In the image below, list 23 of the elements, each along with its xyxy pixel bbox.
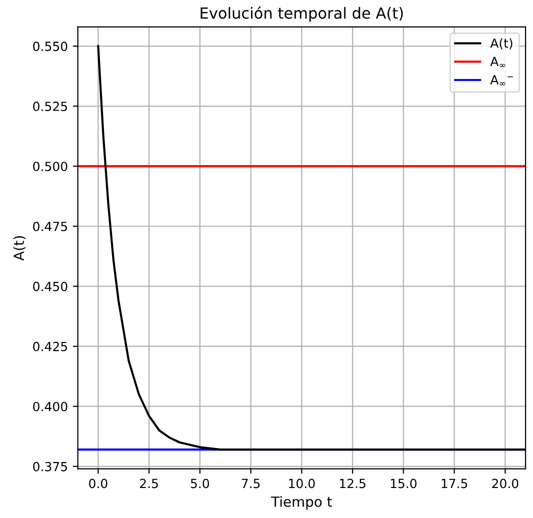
x-tick-label: 5.0 — [190, 478, 210, 488]
x-tick-label: 15.0 — [390, 478, 417, 488]
legend-label: A(t) — [490, 38, 512, 50]
legend-label: A$_{∞}$ — [490, 56, 506, 68]
y-axis-title: A(t) — [13, 236, 26, 261]
x-axis-title: Tiempo t — [271, 496, 332, 510]
x-tick-label: 17.5 — [442, 478, 468, 488]
y-tick-label: 0.525 — [33, 102, 68, 112]
legend-label: A$_{∞}$$^{−}$ — [490, 75, 513, 86]
x-tick-label: 2.5 — [140, 478, 158, 488]
y-tick-label: 0.500 — [33, 162, 68, 172]
chart-title: Evolución temporal de A(t) — [200, 6, 403, 22]
x-tick-label: 12.5 — [340, 478, 366, 488]
x-tick-label: 0.0 — [89, 478, 108, 488]
y-tick-label: 0.400 — [33, 402, 68, 412]
y-tick-label: 0.450 — [33, 282, 68, 292]
y-tick-label: 0.425 — [33, 342, 68, 352]
y-tick-label: 0.475 — [33, 222, 68, 232]
x-tick-label: 7.5 — [242, 478, 260, 488]
y-tick-label: 0.550 — [33, 42, 68, 52]
x-tick-label: 20.0 — [492, 478, 518, 488]
y-tick-label: 0.375 — [33, 462, 68, 472]
x-tick-label: 10.0 — [289, 478, 315, 488]
